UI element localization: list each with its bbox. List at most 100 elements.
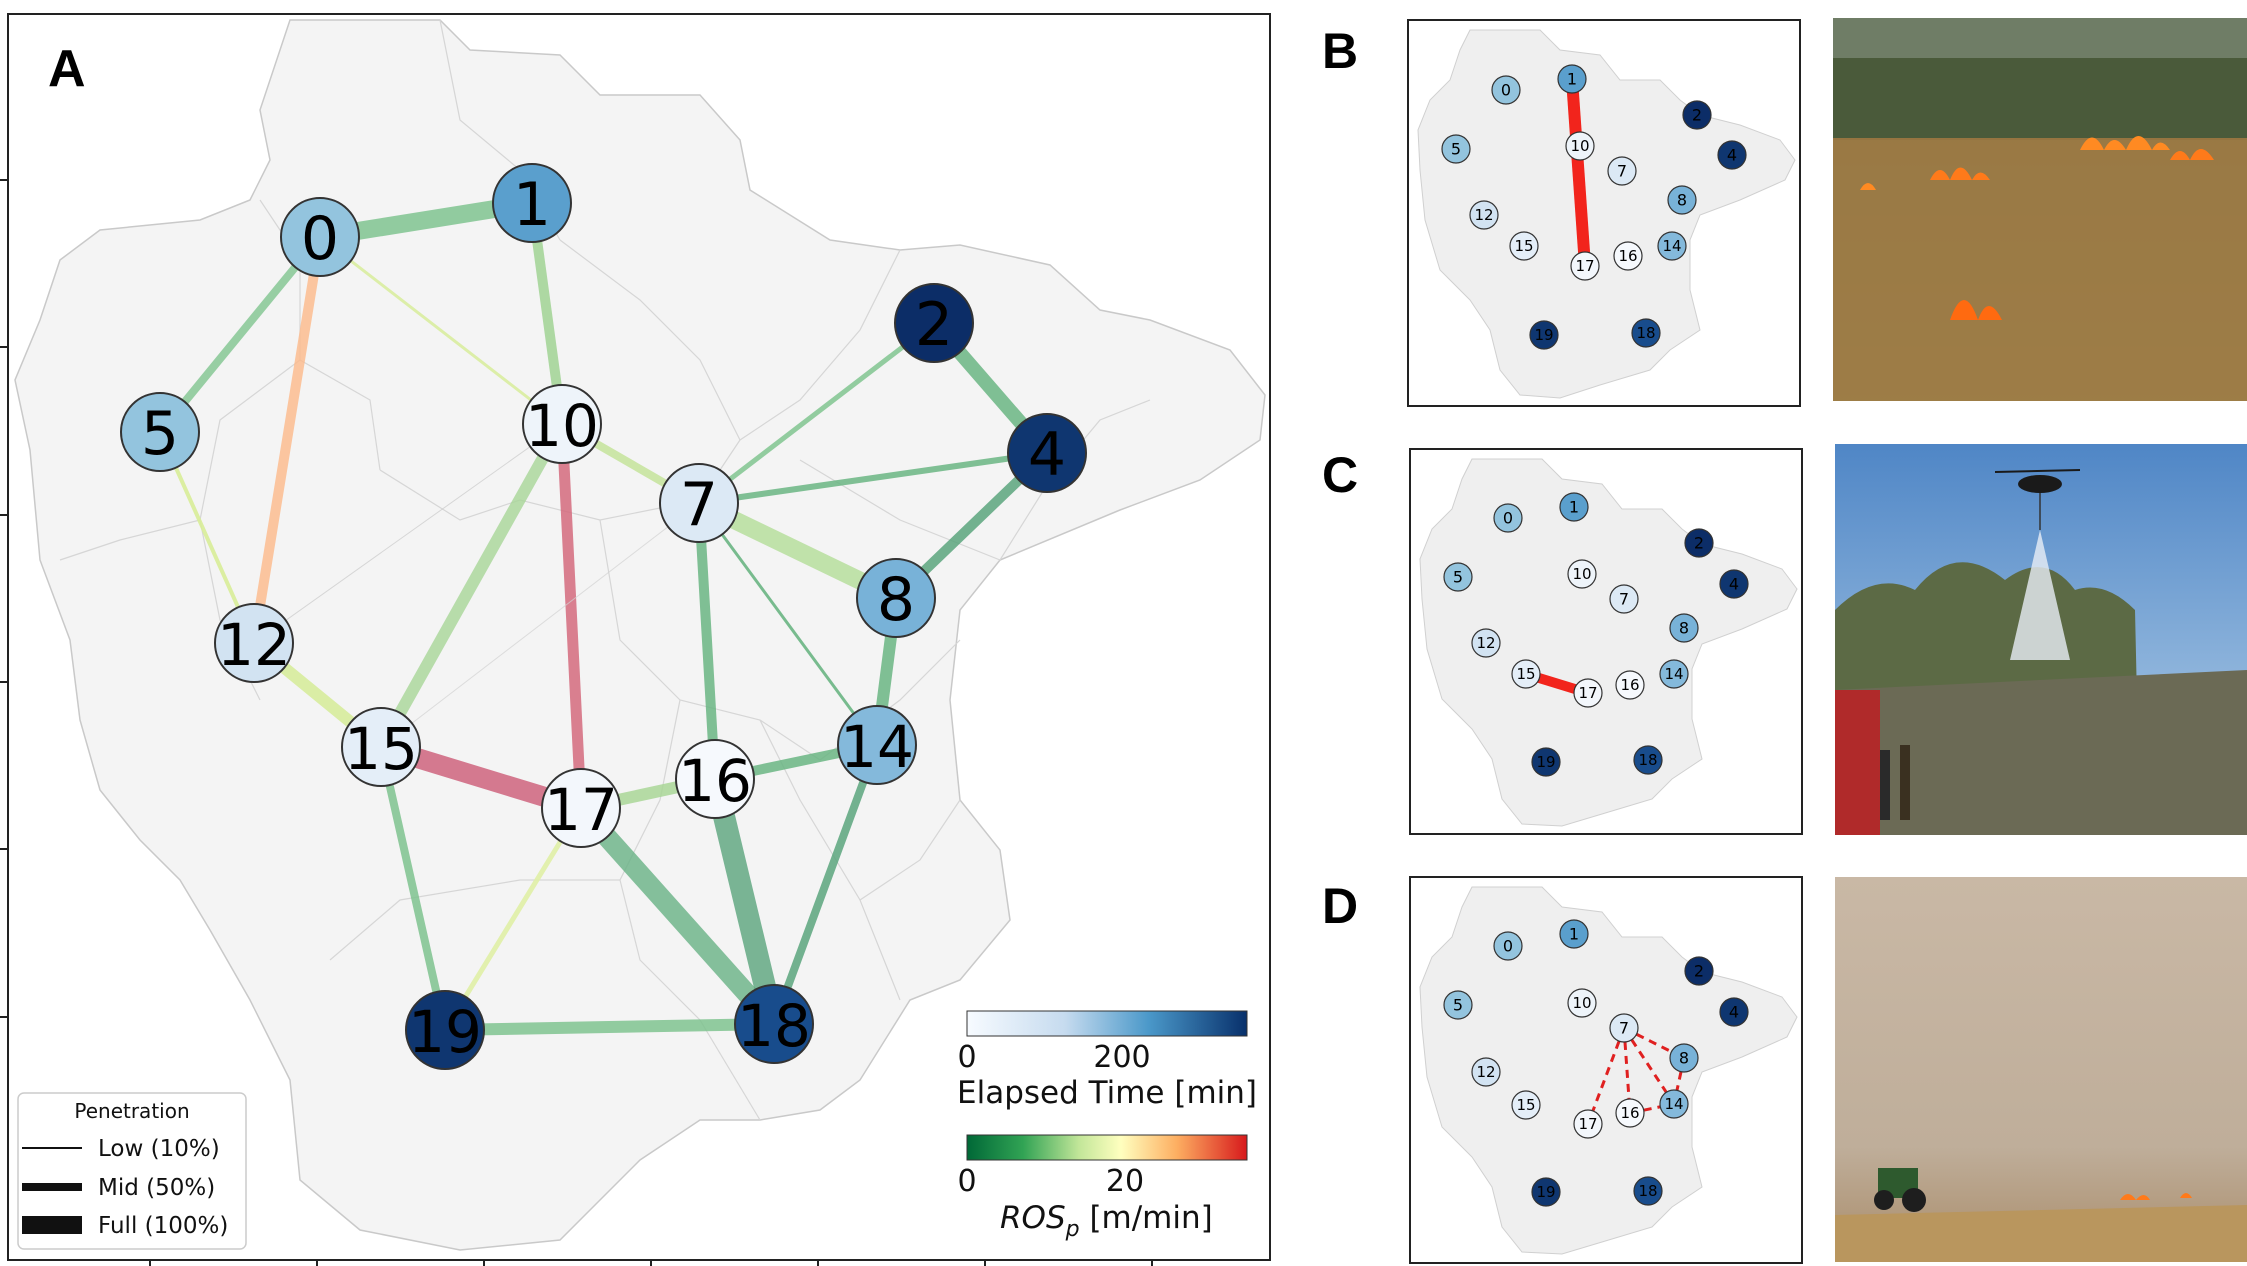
node-0: 0	[280, 197, 360, 277]
elapsed-colorbar: 0 200 Elapsed Time [min]	[957, 1010, 1257, 1111]
svg-text:15: 15	[344, 715, 418, 783]
d-node-1: 1	[1559, 919, 1589, 949]
svg-text:18: 18	[737, 992, 811, 1060]
edge-7-4	[696, 450, 1050, 506]
svg-text:14: 14	[1664, 1095, 1683, 1113]
ros-colorbar: 0 20 ROSp [m/min]	[957, 1134, 1248, 1242]
node-12: 12	[214, 603, 294, 683]
svg-text:18: 18	[1638, 1182, 1657, 1200]
edge-17-18	[571, 798, 784, 1034]
c-node-1: 1	[1559, 492, 1589, 522]
svg-text:7: 7	[680, 470, 718, 540]
node-14: 14	[837, 705, 917, 785]
svg-text:19: 19	[1536, 1183, 1555, 1201]
d-node-16: 16	[1615, 1098, 1645, 1128]
edge-7-16	[694, 498, 720, 784]
edge-12-10	[253, 423, 563, 644]
b-node-18: 18	[1631, 318, 1661, 348]
svg-text:10: 10	[1570, 137, 1589, 155]
panel-b-map: 0 1 2 4 5 7 8 10 12 14 15 16 17 18 19	[1407, 19, 1801, 407]
svg-text:5: 5	[1451, 140, 1461, 159]
b-node-17: 17	[1570, 251, 1600, 281]
svg-text:16: 16	[1620, 676, 1639, 694]
svg-text:12: 12	[1474, 206, 1493, 224]
svg-text:5: 5	[1453, 568, 1463, 587]
svg-text:12: 12	[1476, 1063, 1495, 1081]
svg-text:17: 17	[544, 776, 618, 844]
svg-text:4: 4	[1729, 575, 1739, 594]
edge-7-14	[697, 501, 879, 747]
svg-text:19: 19	[408, 998, 482, 1066]
node-18: 18	[734, 984, 814, 1064]
b-node-2: 2	[1682, 100, 1712, 130]
svg-text:16: 16	[678, 747, 752, 815]
panel-b-letter: B	[1322, 23, 1358, 79]
svg-text:8: 8	[1679, 1049, 1689, 1068]
b-node-7: 7	[1607, 156, 1637, 186]
svg-text:15: 15	[1514, 237, 1533, 255]
node-7: 7	[659, 463, 739, 543]
c-node-14: 14	[1659, 659, 1689, 689]
b-node-14: 14	[1657, 231, 1687, 261]
b-node-12: 12	[1469, 200, 1499, 230]
c-node-2: 2	[1684, 528, 1714, 558]
d-node-8: 8	[1669, 1043, 1699, 1073]
svg-text:7: 7	[1619, 590, 1629, 609]
d-node-18: 18	[1633, 1176, 1663, 1206]
svg-text:15: 15	[1516, 665, 1535, 683]
d-node-19: 19	[1531, 1177, 1561, 1207]
panel-a-bottom-ticks	[149, 1260, 1153, 1266]
d-node-2: 2	[1684, 956, 1714, 986]
svg-text:5: 5	[1453, 996, 1463, 1015]
svg-text:17: 17	[1578, 684, 1597, 702]
elapsed-tick-0: 0	[957, 1040, 976, 1075]
node-19: 19	[405, 990, 485, 1070]
svg-text:4: 4	[1727, 146, 1737, 165]
edge-19-18	[439, 1018, 780, 1036]
panel-a-letter: A	[48, 40, 86, 98]
svg-text:10: 10	[1572, 994, 1591, 1012]
node-1: 1	[492, 163, 572, 243]
panel-a: 0 1 2 4 5 7 8 10 12 14 15 16 17 18 19 A …	[0, 13, 1271, 1266]
svg-text:16: 16	[1618, 247, 1637, 265]
b-node-4: 4	[1717, 140, 1747, 170]
d-node-7: 7	[1609, 1013, 1639, 1043]
edge-15-7	[380, 502, 700, 748]
ros-tick-20: 20	[1106, 1164, 1144, 1199]
svg-text:17: 17	[1575, 257, 1594, 275]
edge-10-15	[375, 418, 568, 753]
elapsed-tick-200: 200	[1093, 1040, 1150, 1075]
svg-text:2: 2	[915, 290, 953, 360]
svg-text:8: 8	[1679, 619, 1689, 638]
b-node-0: 0	[1491, 75, 1521, 105]
svg-text:2: 2	[1694, 962, 1704, 981]
photo-burning-field	[1833, 18, 2247, 401]
c-node-15: 15	[1511, 659, 1541, 689]
legend-low: Low (10%)	[98, 1136, 220, 1162]
node-2: 2	[894, 283, 974, 363]
b-node-15: 15	[1509, 231, 1539, 261]
ros-tick-0: 0	[957, 1164, 976, 1199]
d-node-0: 0	[1493, 931, 1523, 961]
svg-text:12: 12	[1476, 634, 1495, 652]
b-node-1: 1	[1557, 64, 1587, 94]
edge-0-12	[249, 232, 325, 648]
svg-text:2: 2	[1692, 106, 1702, 125]
c-node-18: 18	[1633, 745, 1663, 775]
c-node-17: 17	[1573, 678, 1603, 708]
edge-0-5	[156, 233, 324, 436]
edge-16-18	[704, 768, 785, 1035]
panel-a-left-ticks	[0, 179, 8, 1018]
svg-text:1: 1	[513, 170, 551, 240]
photo-helicopter-firefighting	[1835, 444, 2247, 835]
d-node-4: 4	[1719, 997, 1749, 1027]
svg-text:1: 1	[1567, 70, 1577, 89]
node-8: 8	[856, 558, 936, 638]
svg-text:8: 8	[877, 565, 915, 635]
panel-c-letter: C	[1322, 447, 1358, 503]
b-node-8: 8	[1667, 185, 1697, 215]
edge-10-17	[556, 418, 587, 814]
svg-text:5: 5	[141, 399, 179, 469]
c-node-5: 5	[1443, 562, 1473, 592]
